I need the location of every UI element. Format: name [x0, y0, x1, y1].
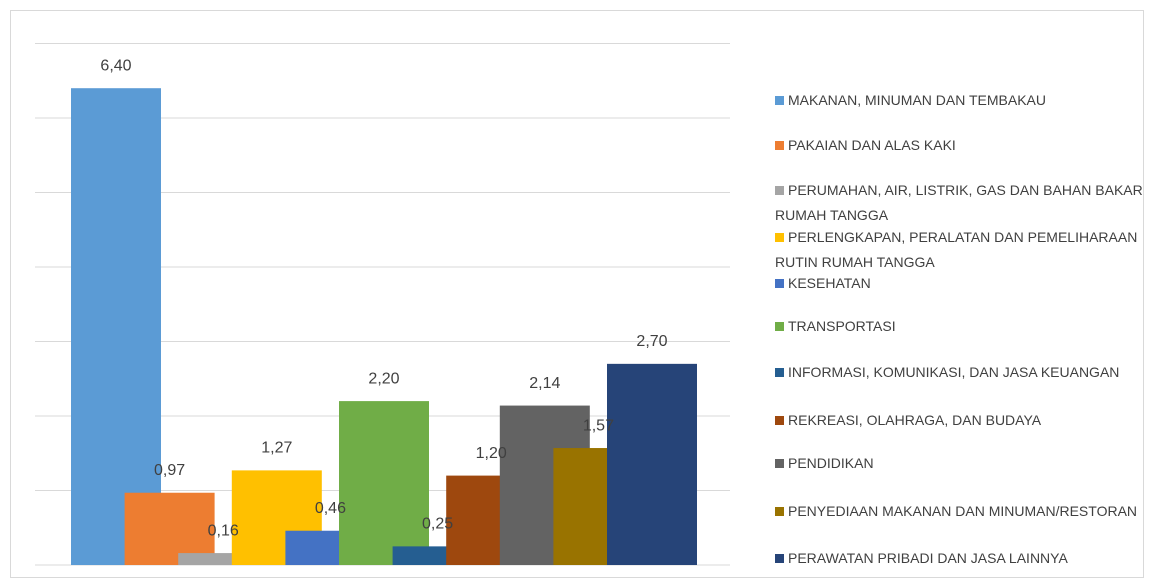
legend-entry: PERAWATAN PRIBADI DAN JASA LAINNYA	[775, 546, 1150, 571]
legend-swatch	[775, 368, 784, 377]
legend-swatch	[775, 279, 784, 288]
data-label: 1,57	[583, 417, 614, 434]
bar	[71, 88, 161, 565]
legend-entry: INFORMASI, KOMUNIKASI, DAN JASA KEUANGAN	[775, 360, 1150, 385]
legend-label: PERLENGKAPAN, PERALATAN DAN PEMELIHARAAN…	[775, 229, 1138, 270]
legend-label: MAKANAN, MINUMAN DAN TEMBAKAU	[788, 92, 1046, 108]
legend-entry: PERUMAHAN, AIR, LISTRIK, GAS DAN BAHAN B…	[775, 178, 1150, 228]
legend-label: PENDIDIKAN	[788, 455, 874, 471]
legend-swatch	[775, 141, 784, 150]
legend-entry: KESEHATAN	[775, 271, 1150, 296]
legend-entry: MAKANAN, MINUMAN DAN TEMBAKAU	[775, 88, 1150, 113]
legend-swatch	[775, 416, 784, 425]
data-label: 1,20	[476, 445, 507, 462]
data-label: 0,46	[315, 500, 346, 517]
data-label: 0,16	[208, 522, 239, 539]
bar	[607, 363, 697, 565]
legend-swatch	[775, 322, 784, 331]
data-label: 2,20	[368, 370, 399, 387]
bar	[124, 492, 215, 565]
legend-swatch	[775, 96, 784, 105]
legend-entry: REKREASI, OLAHRAGA, DAN BUDAYA	[775, 408, 1150, 433]
bar	[178, 553, 269, 565]
data-label: 0,25	[422, 516, 453, 533]
legend-label: PENYEDIAAN MAKANAN DAN MINUMAN/RESTORAN	[788, 503, 1138, 519]
data-label: 2,70	[636, 333, 667, 350]
data-label: 1,27	[261, 440, 292, 457]
legend-entry: PERLENGKAPAN, PERALATAN DAN PEMELIHARAAN…	[775, 225, 1150, 275]
legend-entry: PAKAIAN DAN ALAS KAKI	[775, 133, 1150, 158]
legend-label: INFORMASI, KOMUNIKASI, DAN JASA KEUANGAN	[788, 364, 1120, 380]
data-label: 6,40	[100, 57, 131, 74]
legend-swatch	[775, 507, 784, 516]
legend-swatch	[775, 554, 784, 563]
legend-label: KESEHATAN	[788, 275, 871, 291]
legend-swatch	[775, 459, 784, 468]
legend-swatch	[775, 186, 784, 195]
legend-entry: TRANSPORTASI	[775, 314, 1150, 339]
data-label: 0,97	[154, 462, 185, 479]
legend-entry: PENDIDIKAN	[775, 451, 1150, 476]
legend-label: REKREASI, OLAHRAGA, DAN BUDAYA	[788, 412, 1042, 428]
data-label: 2,14	[529, 375, 560, 392]
legend-label: PERAWATAN PRIBADI DAN JASA LAINNYA	[788, 550, 1068, 566]
chart-frame	[10, 10, 1144, 578]
bar	[339, 401, 429, 565]
legend-label: TRANSPORTASI	[788, 318, 896, 334]
legend-entry: PENYEDIAAN MAKANAN DAN MINUMAN/RESTORAN	[775, 499, 1150, 524]
legend-label: PERUMAHAN, AIR, LISTRIK, GAS DAN BAHAN B…	[775, 182, 1143, 223]
legend-swatch	[775, 233, 784, 242]
legend-label: PAKAIAN DAN ALAS KAKI	[788, 137, 956, 153]
